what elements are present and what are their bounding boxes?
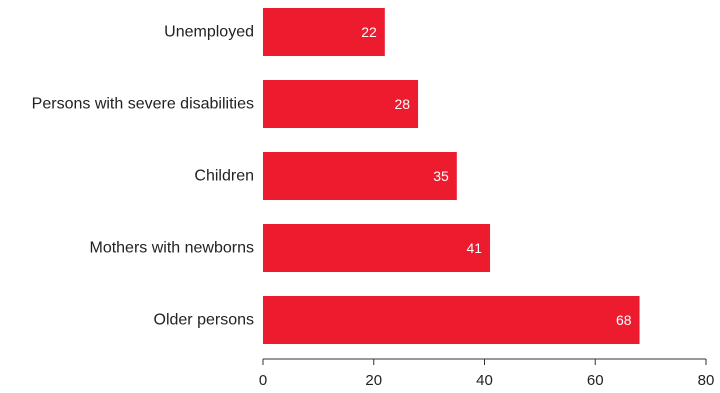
value-label-persons-with-severe-disabilities: 28 <box>394 96 410 112</box>
bar-unemployed <box>263 8 385 56</box>
value-label-unemployed: 22 <box>361 24 377 40</box>
bar-children <box>263 152 457 200</box>
bar-older-persons <box>263 296 640 344</box>
x-tick-label-60: 60 <box>587 372 604 389</box>
value-label-children: 35 <box>433 168 449 184</box>
value-label-mothers-with-newborns: 41 <box>466 240 482 256</box>
x-axis: 0 20 40 60 80 <box>259 358 715 389</box>
value-labels: 22 28 35 41 68 <box>361 24 632 328</box>
category-label-mothers-with-newborns: Mothers with newborns <box>89 240 254 257</box>
x-tick-label-40: 40 <box>476 372 493 389</box>
category-label-persons-with-severe-disabilities: Persons with severe disabilities <box>32 96 254 113</box>
category-label-unemployed: Unemployed <box>164 24 254 41</box>
value-label-older-persons: 68 <box>616 312 632 328</box>
x-tick-label-0: 0 <box>259 372 267 389</box>
category-label-children: Children <box>194 168 254 185</box>
bar-mothers-with-newborns <box>263 224 491 272</box>
x-tick-label-20: 20 <box>365 372 382 389</box>
bars-layer <box>263 8 640 344</box>
category-label-older-persons: Older persons <box>154 312 255 329</box>
category-labels: Unemployed Persons with severe disabiliti… <box>32 24 254 329</box>
x-tick-label-80: 80 <box>698 372 715 389</box>
bar-persons-with-severe-disabilities <box>263 80 419 128</box>
